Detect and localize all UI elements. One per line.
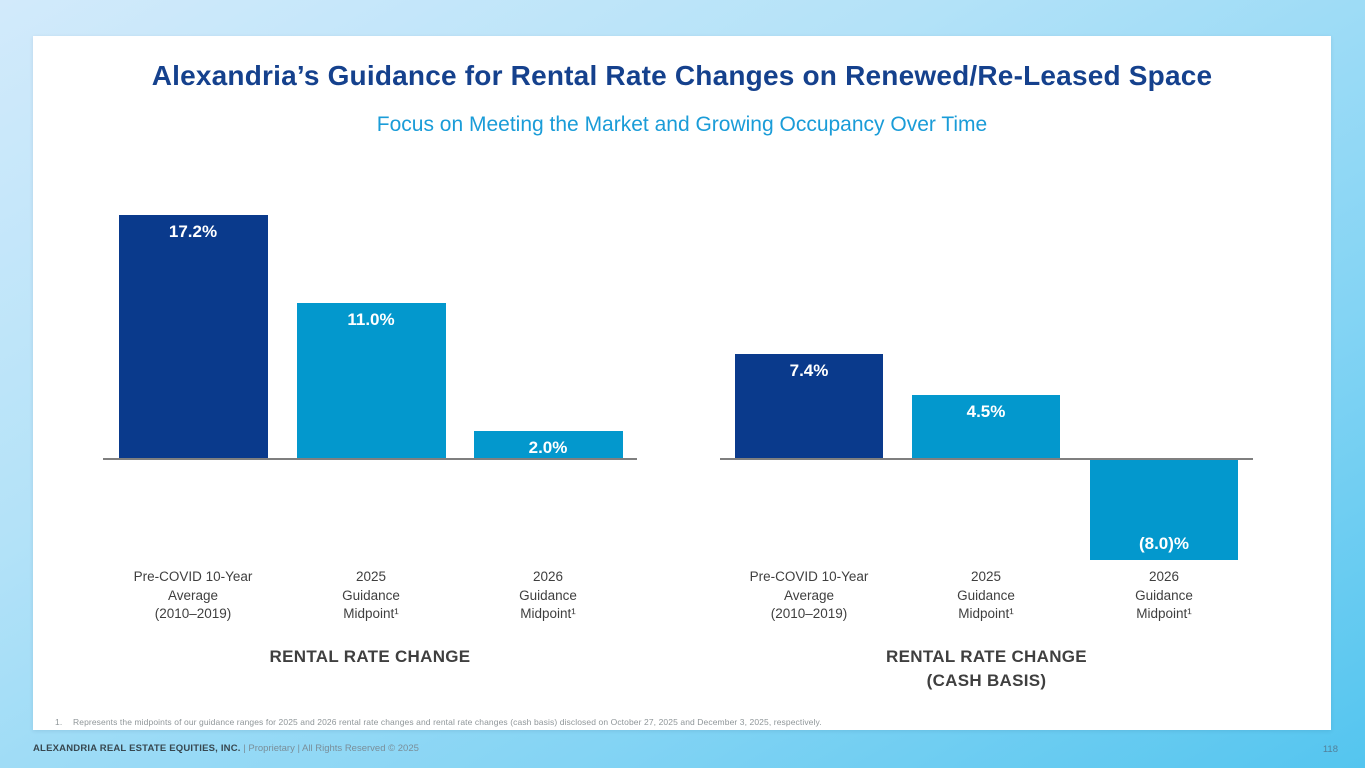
category-label: Pre-COVID 10-Year Average (2010–2019) <box>133 569 253 621</box>
category-label: 2026 Guidance Midpoint¹ <box>519 569 577 621</box>
bar: 17.2% <box>118 214 268 459</box>
footer: ALEXANDRIA REAL ESTATE EQUITIES, INC. | … <box>33 743 419 754</box>
slide-title: Alexandria’s Guidance for Rental Rate Ch… <box>151 60 1213 91</box>
footer-rights-text: | Proprietary | All Rights Reserved © 20… <box>240 743 419 754</box>
category-label: 2025 Guidance Midpoint¹ <box>957 569 1015 621</box>
chart-rental-rate-change: RENTAL RATE CHANGE 17.2% Pre-COVID 10-Yea… <box>103 209 637 709</box>
category-label: 2025 Guidance Midpoint¹ <box>342 569 400 621</box>
footnote-text: Represents the midpoints of our guidance… <box>73 717 822 727</box>
x-axis-line <box>103 458 637 460</box>
bar-value-label: 4.5% <box>966 402 1006 422</box>
x-axis-line <box>720 458 1253 460</box>
bar: 2.0% <box>473 430 623 459</box>
bar-value-label: 11.0% <box>347 309 395 329</box>
footnote: 1. Represents the midpoints of our guida… <box>55 717 822 727</box>
bar: 4.5% <box>912 395 1060 459</box>
bar: 7.4% <box>735 353 883 459</box>
chart-title: RENTAL RATE CHANGE (CASH BASIS) <box>886 647 1087 690</box>
bar: (8.0)% <box>1090 459 1238 560</box>
chart-rental-rate-change-cash-basis: RENTAL RATE CHANGE (CASH BASIS) 7.4% Pre-C… <box>720 209 1253 709</box>
footer-company-name: ALEXANDRIA REAL ESTATE EQUITIES, INC. <box>33 743 241 754</box>
bar-value-label: 7.4% <box>789 360 829 380</box>
bar-value-label: 2.0% <box>528 437 568 457</box>
page-number: 118 <box>1322 744 1338 755</box>
bar-value-label: 17.2% <box>168 221 218 241</box>
chart-title: RENTAL RATE CHANGE <box>269 647 471 666</box>
bar-value-label: (8.0)% <box>1138 533 1190 553</box>
footnote-number: 1. <box>55 717 63 727</box>
slide-subtitle: Focus on Meeting the Market and Growing … <box>376 113 988 136</box>
category-label: Pre-COVID 10-Year Average (2010–2019) <box>749 569 869 621</box>
bar: 11.0% <box>296 302 446 459</box>
slide-canvas: Alexandria’s Guidance for Rental Rate Ch… <box>33 36 1331 730</box>
category-label: 2026 Guidance Midpoint¹ <box>1135 569 1193 621</box>
